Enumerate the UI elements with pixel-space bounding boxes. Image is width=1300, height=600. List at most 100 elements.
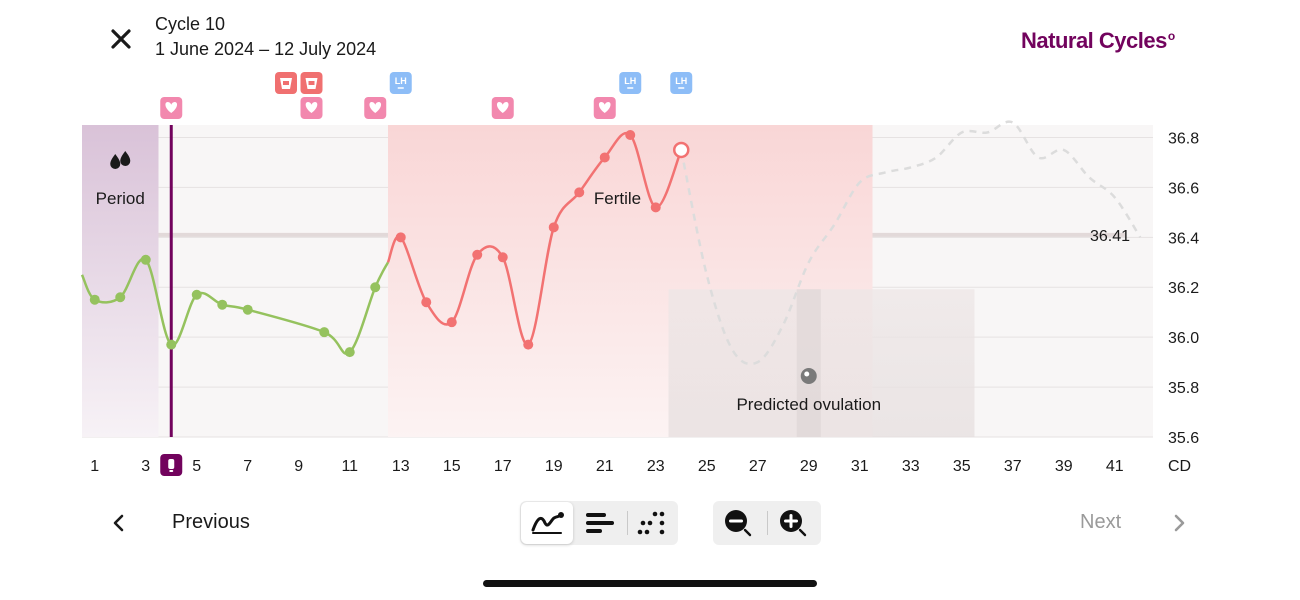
fertile-temperature-point: [574, 187, 585, 198]
period-label: Period: [96, 189, 145, 208]
infertile-temperature-point: [217, 299, 228, 310]
x-tick-label: 7: [243, 458, 252, 475]
line-graph-icon: [531, 512, 564, 534]
x-tick-label: 13: [392, 458, 410, 475]
bars-view-button[interactable]: [574, 501, 626, 545]
fertile-temperature-point: [650, 202, 661, 213]
lh-event-icon: LH: [619, 72, 642, 94]
bleed-event-icon: [275, 72, 297, 94]
infertile-temperature-point: [89, 294, 100, 305]
brand-mark: o: [1167, 28, 1175, 43]
brand-name: Natural Cycles: [1021, 28, 1167, 53]
svg-text:LH: LH: [624, 76, 636, 86]
predicted-temperature-line: [680, 120, 1142, 366]
brand-logo: Natural Cycleso: [1021, 28, 1175, 54]
svg-text:LH: LH: [675, 76, 687, 86]
infertile-temperature-point: [370, 282, 381, 293]
next-button[interactable]: Next: [1080, 511, 1122, 533]
fertile-temperature-point: [548, 222, 559, 233]
previous-button[interactable]: Previous: [172, 511, 250, 533]
x-tick-label: 35: [953, 458, 971, 475]
zoom-in-icon: [780, 510, 807, 537]
ovulation-day-band: [796, 289, 821, 437]
x-tick-label: 11: [341, 458, 358, 475]
period-band: [82, 125, 159, 437]
x-tick-label: 9: [294, 458, 303, 475]
bleed-event-icon: [300, 72, 323, 94]
fertile-temperature-point: [472, 249, 483, 260]
temperature-chart[interactable]: LH LH LH Period Fertile Predicted ovulation 3…: [0, 60, 1300, 490]
infertile-temperature-point: [115, 292, 126, 303]
cycle-title: Cycle 10: [155, 14, 226, 34]
infertile-temperature-point: [140, 254, 151, 265]
x-tick-label: 17: [494, 458, 512, 475]
cover-line-label: 36.41: [1090, 228, 1130, 245]
close-button[interactable]: [104, 22, 138, 56]
y-tick-label: 36.2: [1168, 280, 1199, 297]
heart-event-icon: [160, 97, 183, 119]
ovulation-marker: [800, 368, 817, 384]
y-tick-label: 36.8: [1168, 130, 1199, 147]
fertile-temperature-point: [446, 317, 457, 328]
segment-divider: [627, 511, 628, 535]
x-tick-label: 37: [1004, 458, 1022, 475]
x-tick-label: 23: [647, 458, 665, 475]
infertile-temperature-point: [242, 304, 253, 315]
heart-event-icon: [593, 97, 616, 119]
infertile-temperature-point: [344, 347, 355, 358]
bars-icon: [586, 513, 614, 533]
x-tick-label: 31: [851, 458, 869, 475]
x-tick-label: 41: [1106, 458, 1124, 475]
x-tick-label: 27: [749, 458, 767, 475]
x-axis-unit-label: CD: [1168, 458, 1191, 475]
infertile-temperature-point: [319, 327, 330, 338]
zoom-in-button[interactable]: [768, 501, 820, 545]
chevron-right-icon: [1174, 514, 1185, 532]
heart-event-icon: [364, 97, 387, 119]
current-day-badge: [160, 454, 183, 476]
fertile-temperature-point: [599, 152, 610, 163]
heart-event-icon: [300, 97, 323, 119]
segment-divider: [767, 511, 768, 535]
x-tick-label: 39: [1055, 458, 1073, 475]
infertile-temperature-point: [191, 289, 202, 300]
infertile-temperature-point: [166, 339, 177, 350]
fertile-temperature-point: [523, 339, 534, 350]
x-tick-label: 21: [596, 458, 614, 475]
fertile-temperature-point: [625, 129, 636, 140]
close-icon: [111, 29, 131, 49]
fertile-label: Fertile: [594, 189, 641, 208]
ovulation-marker-highlight: [804, 371, 810, 377]
zoom-out-button[interactable]: [713, 501, 765, 545]
y-tick-label: 36.6: [1168, 180, 1199, 197]
next-arrow-button[interactable]: [1168, 512, 1190, 534]
view-mode-toggle: [520, 501, 678, 545]
graph-view-button[interactable]: [521, 502, 573, 544]
y-tick-label: 35.6: [1168, 430, 1199, 447]
zoom-out-icon: [725, 510, 752, 537]
x-tick-label: 29: [800, 458, 818, 475]
fertile-temperature-point: [497, 252, 508, 263]
x-tick-label: 15: [443, 458, 461, 475]
lh-event-icon: LH: [670, 72, 693, 94]
dots-view-button[interactable]: [626, 501, 678, 545]
predicted-ovulation-label: Predicted ovulation: [736, 395, 881, 414]
fertile-temperature-point: [395, 232, 406, 243]
y-tick-label: 35.8: [1168, 380, 1199, 397]
chevron-left-icon: [113, 514, 124, 532]
predicted-ovulation-band: [668, 289, 975, 437]
x-tick-label: 5: [192, 458, 201, 475]
svg-text:LH: LH: [395, 76, 407, 86]
heart-event-icon: [491, 97, 514, 119]
y-tick-label: 36.4: [1168, 230, 1199, 247]
today-temperature-point: [673, 141, 690, 159]
cycle-date-range: 1 June 2024 – 12 July 2024: [155, 39, 377, 59]
y-tick-label: 36.0: [1168, 330, 1199, 347]
x-tick-label: 3: [141, 458, 150, 475]
lh-event-icon: LH: [389, 72, 412, 94]
home-indicator: [483, 580, 817, 587]
previous-arrow-button[interactable]: [108, 512, 130, 534]
x-tick-label: 25: [698, 458, 716, 475]
fertile-temperature-point: [421, 297, 432, 308]
period-drops-icon: [110, 151, 131, 169]
